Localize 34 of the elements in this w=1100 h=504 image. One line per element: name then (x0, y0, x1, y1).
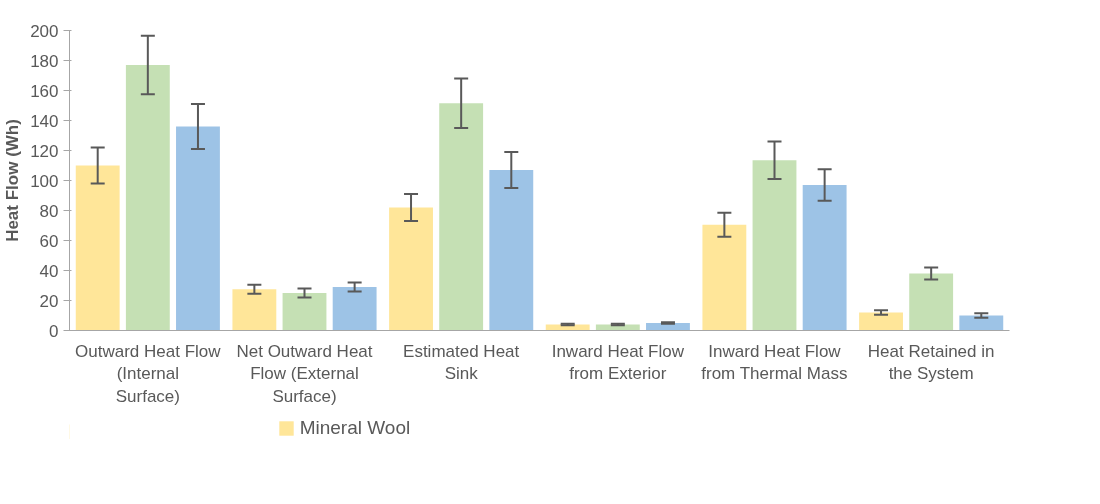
bar (489, 170, 534, 331)
bar (176, 126, 220, 331)
bar (702, 224, 747, 331)
x-tick-label: Inward Heat Flow from Thermal Mass (701, 341, 848, 384)
bar (752, 160, 797, 331)
bar (439, 103, 484, 331)
x-tick-label: Net Outward Heat Flow (External Surface) (236, 341, 373, 407)
y-tick-label: 120 (30, 141, 59, 161)
x-tick-label: Estimated Heat Sink (403, 341, 520, 384)
y-tick-label: 60 (39, 231, 59, 251)
bar (75, 165, 120, 331)
y-tick-label: 100 (30, 171, 59, 191)
bar (389, 207, 433, 331)
y-tick-label: 140 (30, 111, 59, 131)
x-tick-label: Outward Heat Flow (Internal Surface) (75, 341, 222, 407)
y-tick-label: 0 (49, 321, 59, 341)
bar (909, 273, 954, 331)
bar (232, 289, 277, 331)
bar (332, 287, 377, 331)
bar (282, 293, 327, 331)
legend-label: Mineral Wool (299, 417, 411, 439)
y-axis-title: Heat Flow (Wh) (3, 119, 23, 242)
x-tick-label: Inward Heat Flow from Exterior (551, 341, 685, 384)
x-tick-label: Heat Retained in the System (867, 341, 995, 384)
y-tick-label: 40 (39, 261, 59, 281)
y-tick-label: 180 (30, 51, 59, 71)
y-tick-label: 80 (39, 201, 59, 221)
bar (802, 185, 847, 331)
y-tick-label: 200 (30, 21, 59, 41)
bar (125, 65, 170, 331)
y-tick-label: 20 (39, 291, 59, 311)
y-tick-label: 160 (30, 81, 59, 101)
bar (859, 312, 903, 331)
bar (959, 315, 1004, 331)
